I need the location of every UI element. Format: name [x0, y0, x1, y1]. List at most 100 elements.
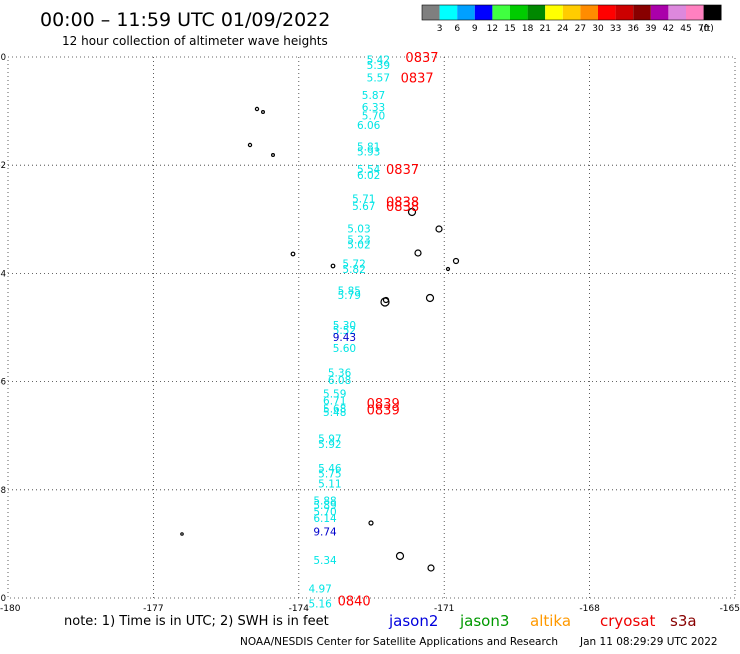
wave-height-value: 5.79	[338, 290, 361, 302]
wave-height-value: 5.70	[313, 506, 336, 518]
lon-tick-label: -177	[143, 604, 163, 614]
wave-height-value: 4.97	[308, 583, 331, 595]
legend-label: 45	[680, 24, 691, 34]
wave-height-value: 5.93	[357, 147, 380, 159]
legend-swatch	[510, 5, 528, 20]
wave-height-value: 6.14	[313, 513, 337, 525]
map-subtitle: 12 hour collection of altimeter wave hei…	[62, 34, 328, 48]
island-outline	[427, 564, 435, 572]
legend-swatch	[598, 5, 616, 20]
legend-label: 24	[557, 24, 569, 34]
wave-height-value: 5.16	[308, 598, 332, 610]
wave-height-value: 9.74	[313, 526, 337, 538]
legend-swatch	[633, 5, 651, 20]
lat-tick-label: 0	[1, 53, 6, 63]
legend-label: 18	[522, 24, 534, 34]
time-label: 0840	[338, 595, 371, 610]
time-label: 0837	[386, 163, 419, 178]
wave-height-value: 5.75	[318, 469, 341, 481]
lon-tick-label: -174	[289, 604, 310, 614]
lat-tick-label: -2	[0, 161, 6, 171]
lat-tick-label: -10	[0, 594, 6, 604]
lon-tick-label: -168	[579, 604, 600, 614]
time-label: 0839	[367, 404, 400, 419]
legend-swatch	[580, 5, 598, 20]
wave-height-value: 5.54	[357, 164, 381, 176]
color-legend: 3 6 9 12 15 18 21 24 27 30 33 36 39 42 45 70(ft)	[421, 4, 722, 34]
wave-height-value: 6.71	[323, 396, 346, 408]
footer-note: note: 1) Time is in UTC; 2) SWH is in fe…	[64, 614, 329, 629]
island-outline	[290, 251, 296, 257]
legend-label: 42	[663, 24, 674, 34]
wave-height-value: 5.23	[347, 234, 370, 246]
lat-tick-label: -6	[0, 378, 6, 388]
island-outline	[180, 532, 184, 536]
wave-height-value: 6.02	[357, 170, 380, 182]
wave-height-value: 5.71	[352, 194, 375, 206]
legend-swatch	[650, 5, 669, 20]
wave-height-value: 5.82	[342, 264, 365, 276]
satellite-legend: jason2 jason3 altika cryosat s3a	[388, 612, 697, 630]
wave-height-value: 5.46	[318, 463, 342, 475]
satellite-name: cryosat	[600, 612, 655, 630]
island-outline	[452, 257, 460, 265]
wave-height-value: 5.85	[338, 286, 361, 298]
legend-unit: (ft)	[700, 24, 714, 34]
time-label: 0838	[386, 200, 419, 215]
lon-tick-label: -165	[720, 604, 740, 614]
island-outline	[414, 249, 422, 257]
time-label: 0839	[367, 397, 400, 412]
wave-height-value: 6.33	[362, 102, 385, 114]
island-outline	[435, 225, 443, 233]
island-outline	[368, 520, 374, 526]
legend-swatch	[527, 5, 546, 20]
legend-label: 33	[610, 24, 621, 34]
wave-height-value: 5.67	[352, 201, 375, 213]
island-outline	[271, 153, 276, 158]
legend-swatch	[422, 5, 440, 20]
island-outline	[254, 106, 260, 112]
legend-label: 39	[645, 24, 657, 34]
legend-swatch	[545, 5, 563, 20]
island-outline	[382, 296, 390, 304]
island-outline	[407, 207, 417, 217]
lat-tick-label: -4	[0, 269, 6, 279]
satellite-name: jason2	[388, 612, 438, 630]
island-outline	[247, 142, 253, 148]
wave-height-value: 5.68	[323, 404, 346, 416]
legend-swatch	[562, 5, 581, 20]
wave-height-value: 5.89	[313, 500, 336, 512]
wave-height-value: 5.48	[323, 407, 346, 419]
wave-height-value: 5.02	[347, 240, 370, 252]
map-axes: -180 -177 -174 -171 -168 -165 0 -2 -4 -6 -8 -10	[0, 53, 740, 614]
satellite-name: jason3	[459, 612, 509, 630]
legend-label: 21	[539, 24, 550, 34]
legend-label: 36	[627, 24, 639, 34]
legend-swatch	[686, 5, 704, 20]
legend-label: 12	[487, 24, 498, 34]
legend-label: 9	[472, 24, 478, 34]
legend-label: 3	[437, 24, 443, 34]
island-outline	[330, 263, 336, 269]
legend-swatch	[703, 5, 722, 20]
wave-height-value: 9.43	[333, 332, 356, 344]
satellite-name: s3a	[670, 612, 697, 630]
legend-label: 70	[698, 24, 710, 34]
wave-height-value: 5.70	[362, 110, 385, 122]
satellite-name: altika	[530, 612, 571, 630]
legend-label: 15	[504, 24, 515, 34]
wave-height-value: 5.52	[333, 325, 356, 337]
lat-tick-label: -8	[0, 486, 6, 496]
legend-swatch	[492, 5, 510, 20]
time-label: 0837	[401, 72, 434, 87]
island-outline	[395, 551, 405, 561]
legend-swatch	[439, 5, 458, 20]
wave-height-value: 5.57	[367, 73, 390, 85]
wave-height-value: 5.36	[328, 367, 352, 379]
island-outline	[445, 266, 451, 272]
wave-height-value: 5.34	[313, 555, 337, 567]
